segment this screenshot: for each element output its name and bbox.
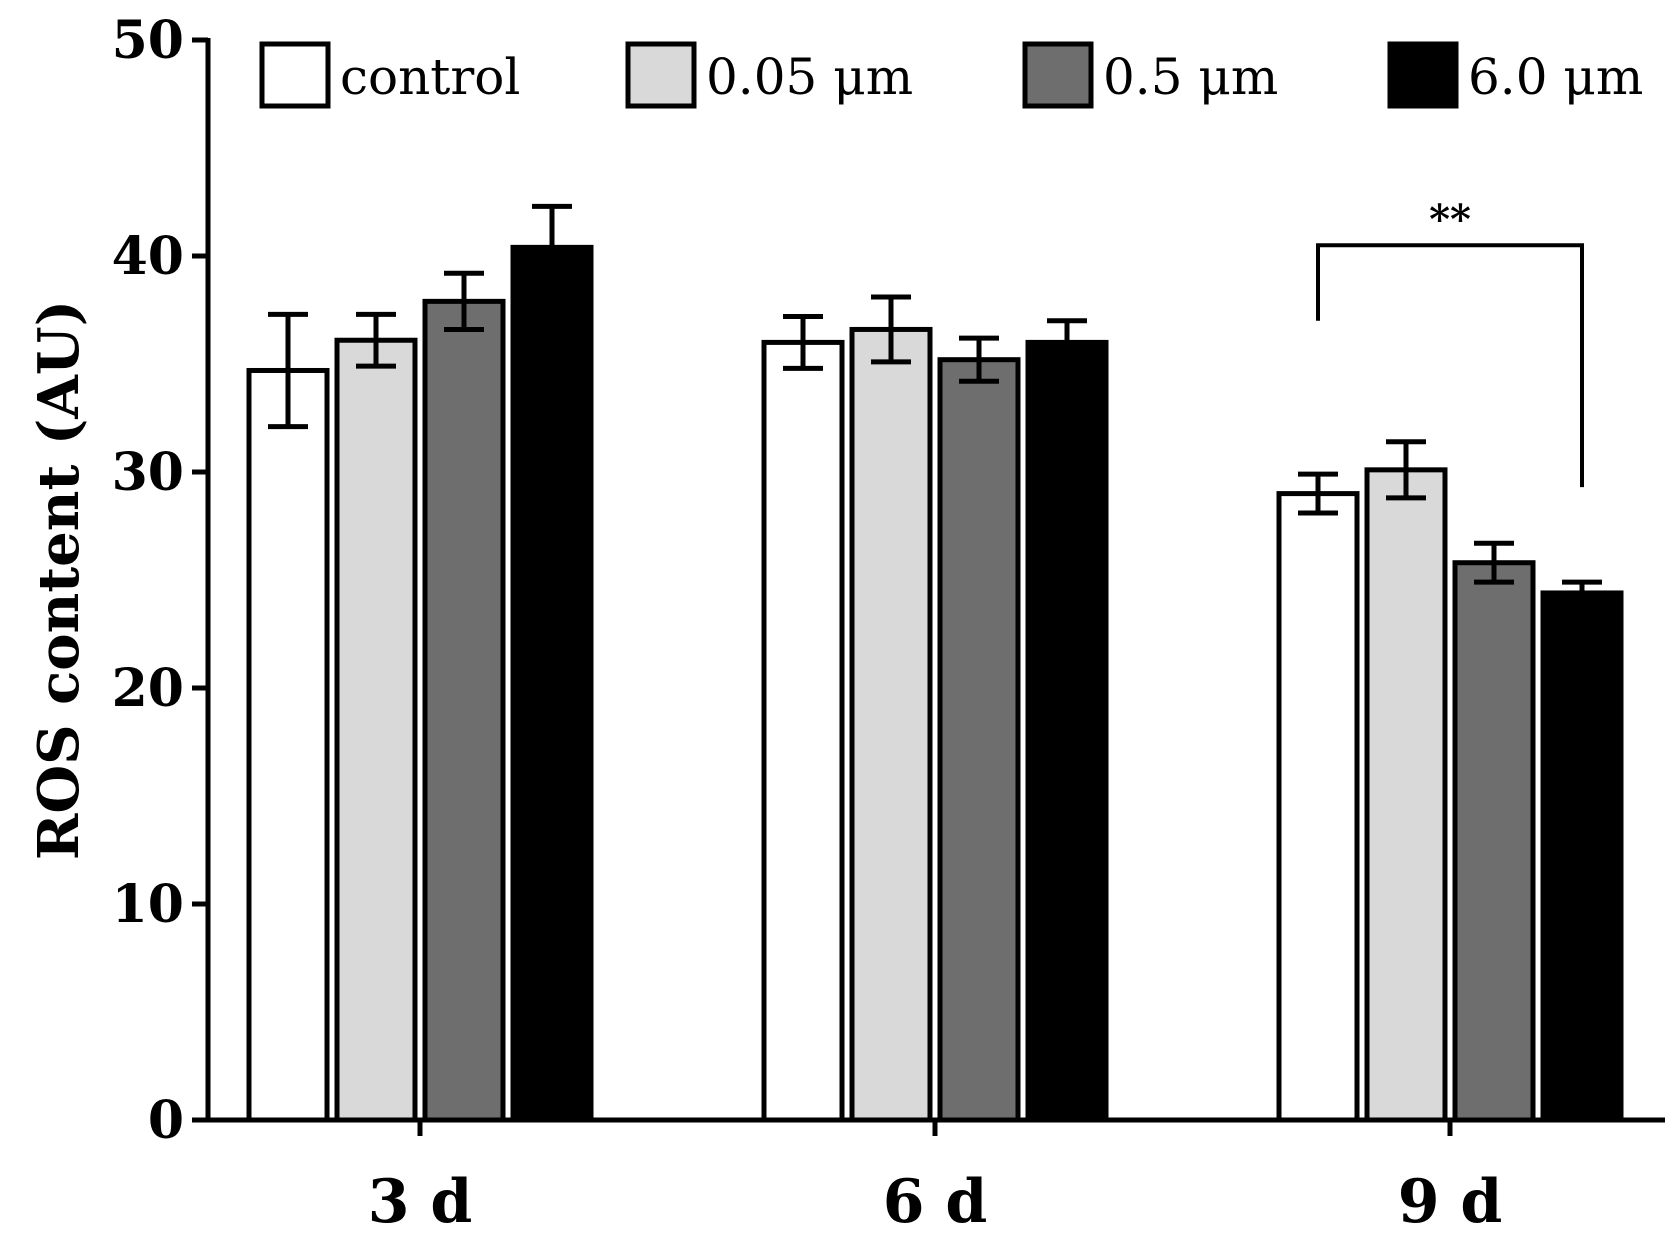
y-tick-label: 10	[112, 874, 184, 935]
bar-0-5-m	[422, 298, 506, 1123]
x-category-label: 6 d	[883, 1167, 988, 1237]
y-axis-title: ROS content (AU)	[26, 300, 92, 860]
legend-swatch	[1387, 41, 1459, 109]
x-category-label: 3 d	[368, 1167, 473, 1237]
bar-6-0-m	[510, 244, 594, 1123]
bar-control	[761, 339, 845, 1123]
x-category-label: 9 d	[1398, 1167, 1503, 1237]
y-tick-label: 40	[112, 226, 184, 287]
legend-label: control	[340, 48, 520, 106]
legend-label: 0.05 μm	[706, 48, 913, 106]
legend-swatch	[259, 41, 331, 109]
legend-swatch	[1022, 41, 1094, 109]
bar-0-5-m	[937, 357, 1021, 1123]
y-tick-label: 50	[112, 10, 184, 71]
bar-0-05-m	[849, 326, 933, 1123]
y-ticks: 0 10 20 30 40 50	[112, 10, 208, 1151]
bar-control	[246, 367, 330, 1123]
legend: control 0.05 μm 0.5 μm 6.0 μm	[259, 41, 1643, 109]
y-tick-label: 20	[112, 658, 184, 719]
legend-label: 6.0 μm	[1468, 48, 1643, 106]
x-ticks: 3 d 6 d 9 d	[368, 1120, 1503, 1237]
legend-swatch	[625, 41, 697, 109]
y-tick-label: 0	[148, 1090, 184, 1151]
significance-annotation: **	[1316, 196, 1584, 488]
bar-6-0-m	[1540, 590, 1624, 1123]
significance-bracket	[1316, 243, 1584, 488]
error-bars-layer	[268, 203, 1602, 607]
bar-6-0-m	[1025, 339, 1109, 1123]
bar-0-05-m	[1364, 467, 1448, 1123]
bars-layer	[246, 244, 1624, 1123]
bar-control	[1276, 491, 1360, 1123]
legend-label: 0.5 μm	[1103, 48, 1278, 106]
significance-stars: **	[1429, 196, 1471, 243]
y-tick-label: 30	[112, 442, 184, 503]
bar-0-05-m	[334, 337, 418, 1123]
bar-0-5-m	[1452, 560, 1536, 1123]
